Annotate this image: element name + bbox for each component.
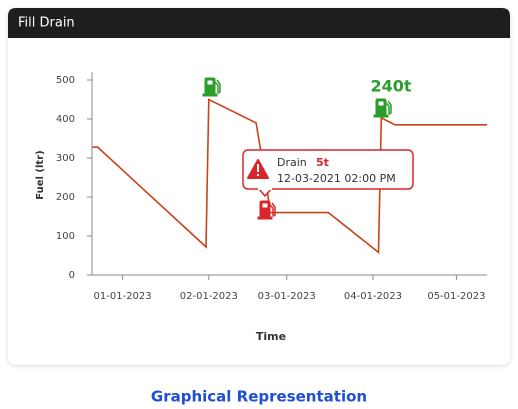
y-tick-label: 400 <box>56 114 75 125</box>
y-tick-label: 200 <box>56 192 75 203</box>
y-tick-label: 300 <box>56 153 75 164</box>
tooltip-time: 12-03-2021 02:00 PM <box>277 172 396 185</box>
tooltip-title: Drain <box>277 156 307 169</box>
tooltip: Drain 5t 12-03-2021 02:00 PM <box>242 149 414 198</box>
tooltip-amount: 5t <box>316 156 329 169</box>
y-tick-label: 500 <box>56 75 75 86</box>
x-tick-label: 04-01-2023 <box>344 291 402 302</box>
header-title: Fill Drain <box>18 16 75 31</box>
x-tick-label: 05-01-2023 <box>427 291 485 302</box>
card-header <box>8 8 510 38</box>
y-tick-label: 100 <box>56 231 75 242</box>
y-tick-label: 0 <box>69 270 75 281</box>
fill-amount: 240t <box>370 77 411 96</box>
x-tick-label: 02-01-2023 <box>180 291 238 302</box>
caption: Graphical Representation <box>151 388 367 406</box>
x-tick-label: 01-01-2023 <box>94 291 152 302</box>
x-axis-label: Time <box>256 330 286 343</box>
y-axis-label: Fuel (ltr) <box>35 150 46 199</box>
x-tick-label: 03-01-2023 <box>258 291 316 302</box>
